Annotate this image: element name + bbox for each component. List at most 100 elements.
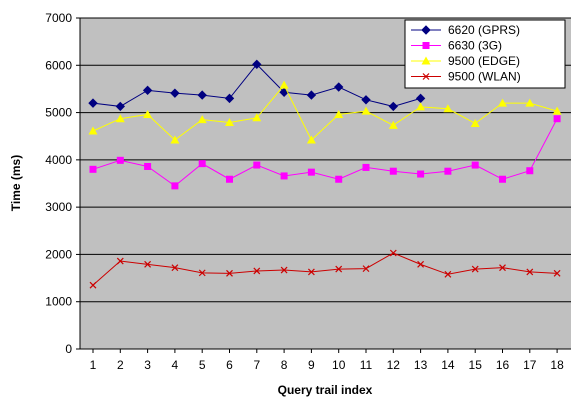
data-point xyxy=(306,90,317,100)
data-point xyxy=(279,80,289,89)
data-point xyxy=(417,260,425,268)
x-tick-label: 10 xyxy=(332,358,346,372)
legend-marker xyxy=(422,42,430,49)
x-tick-label: 18 xyxy=(550,358,564,372)
data-point xyxy=(471,265,479,273)
data-point xyxy=(170,88,180,98)
data-point xyxy=(444,167,452,175)
y-tick-label: 7000 xyxy=(45,11,72,25)
y-tick-label: 3000 xyxy=(45,200,72,214)
data-point xyxy=(142,85,153,96)
data-point xyxy=(252,59,262,70)
x-tick-label: 15 xyxy=(469,358,483,372)
data-point xyxy=(444,270,452,278)
legend-item: 9500 (WLAN) xyxy=(411,70,521,84)
data-point xyxy=(417,170,425,178)
x-axis-title: Query trail index xyxy=(278,383,373,397)
data-point xyxy=(116,257,124,265)
x-tick-label: 4 xyxy=(172,358,179,372)
data-point xyxy=(361,106,371,115)
y-tick-label: 6000 xyxy=(45,58,72,72)
data-point xyxy=(553,269,561,277)
legend-item: 6630 (3G) xyxy=(411,39,502,53)
x-tick-label: 7 xyxy=(253,358,260,372)
data-point xyxy=(306,135,316,144)
data-point xyxy=(170,135,180,144)
data-point xyxy=(388,120,398,129)
legend-label: 6630 (3G) xyxy=(448,39,502,53)
data-point xyxy=(362,265,370,273)
data-point xyxy=(362,163,370,171)
data-point xyxy=(115,101,126,112)
data-point xyxy=(307,168,315,176)
series-lines xyxy=(88,59,562,289)
x-tick-label: 5 xyxy=(199,358,206,372)
y-tick-label: 1000 xyxy=(45,295,72,309)
legend-marker xyxy=(421,56,431,65)
legend-label: 9500 (WLAN) xyxy=(448,70,521,84)
data-point xyxy=(226,269,233,277)
data-point xyxy=(499,175,506,183)
data-point xyxy=(198,160,206,168)
data-point xyxy=(526,167,534,175)
x-tick-label: 14 xyxy=(441,358,455,372)
data-point xyxy=(416,102,426,111)
data-point xyxy=(89,165,97,173)
data-point xyxy=(144,260,152,268)
series-line xyxy=(92,118,558,187)
series-3 xyxy=(89,249,561,289)
data-point xyxy=(171,182,179,190)
data-point xyxy=(307,268,315,276)
data-point xyxy=(225,118,234,127)
data-point xyxy=(253,267,261,275)
data-point xyxy=(197,115,207,124)
data-point xyxy=(389,249,397,257)
series-1 xyxy=(89,115,561,190)
data-point xyxy=(333,82,344,92)
data-point xyxy=(144,162,152,170)
data-point xyxy=(253,161,261,169)
y-tick-label: 4000 xyxy=(45,153,72,167)
data-point xyxy=(280,266,288,274)
data-point xyxy=(388,101,399,112)
x-tick-label: 16 xyxy=(496,358,510,372)
data-point xyxy=(88,98,98,108)
data-point xyxy=(499,264,506,272)
legend: 6620 (GPRS) 6630 (3G)9500 (EDGE) 9500 (WLA… xyxy=(404,19,566,89)
y-tick-label: 2000 xyxy=(45,247,72,261)
series-0 xyxy=(88,59,426,112)
data-point xyxy=(224,93,235,104)
data-point xyxy=(526,268,534,276)
data-point xyxy=(89,281,97,289)
data-point xyxy=(171,264,179,272)
data-point xyxy=(280,172,288,180)
legend-label: 6620 (GPRS) xyxy=(448,23,520,37)
data-point xyxy=(88,126,98,135)
data-point xyxy=(252,113,262,122)
data-point xyxy=(443,104,453,113)
x-tick-label: 9 xyxy=(308,358,315,372)
data-point xyxy=(198,269,206,277)
data-point xyxy=(361,95,371,105)
data-point xyxy=(226,175,233,183)
data-point xyxy=(525,98,535,107)
legend-item: 6620 (GPRS) xyxy=(411,23,520,37)
x-tick-label: 17 xyxy=(523,358,537,372)
series-line xyxy=(92,84,558,141)
data-point xyxy=(552,106,562,115)
series-line xyxy=(92,252,558,286)
y-tick-labels: 0 1000 2000 3000 4000 5000 6000 7000 xyxy=(45,11,80,356)
x-tick-label: 12 xyxy=(387,358,401,372)
y-tick-label: 5000 xyxy=(45,106,72,120)
x-tick-label: 6 xyxy=(226,358,233,372)
data-point xyxy=(335,175,343,183)
x-tick-label: 3 xyxy=(144,358,151,372)
data-point xyxy=(334,109,344,118)
x-tick-label: 8 xyxy=(281,358,288,372)
data-point xyxy=(389,167,397,175)
y-tick-label: 0 xyxy=(65,342,72,356)
data-point xyxy=(335,265,343,273)
series-2 xyxy=(88,80,562,144)
x-tick-label: 1 xyxy=(90,358,97,372)
